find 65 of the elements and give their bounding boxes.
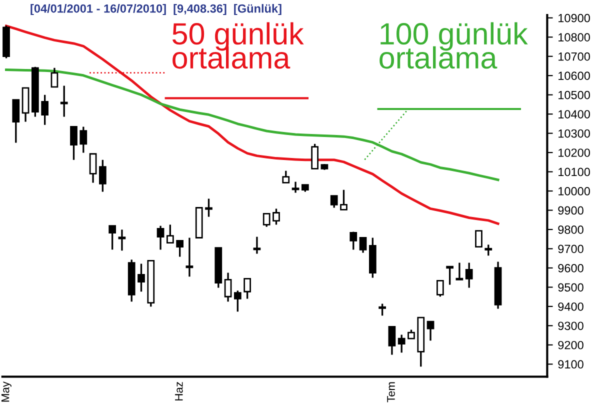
y-tick-label: 10100 [558,168,590,176]
y-tick-label: 10500 [558,90,590,100]
y-tick-label: 10000 [558,187,590,196]
y-tick-label: 10400 [558,110,590,118]
candlestick [436,280,444,298]
y-tick-label: 10900 [558,14,590,22]
candlestick [446,266,454,286]
candlestick [426,320,434,342]
candlestick [41,94,49,126]
candlestick [12,98,20,144]
candlestick [118,228,126,252]
candlestick [359,236,367,254]
candlestick [282,170,290,184]
candlestick [475,230,482,248]
candlestick [186,236,194,278]
candlestick [205,198,212,218]
y-tick-label: 9900 [558,206,584,215]
y-tick-label: 9100 [558,360,584,369]
candlestick [350,230,358,251]
candlestick [398,334,406,354]
y-tick-label: 9300 [558,322,584,330]
candlestick [70,126,78,161]
candlestick [99,159,106,193]
y-tick-label: 10700 [558,52,590,61]
y-tick-label: 9400 [558,302,584,311]
candlestick [156,224,164,251]
candlestick [244,278,252,300]
y-tick-label: 10600 [558,72,590,80]
y-tick-label: 10300 [558,129,590,138]
candlestick [60,84,68,118]
candlestick [292,180,300,194]
candlestick [272,208,280,226]
candlestick [176,240,184,258]
candlestick [388,326,396,356]
candlestick [262,212,270,228]
y-tick-label: 9500 [558,283,584,292]
candlestick [224,272,232,302]
candlestick [311,143,318,170]
y-tick-label: 10800 [558,33,590,42]
x-tick-label: May [1,382,12,402]
y-tick-label: 9700 [558,244,584,254]
candlestick [166,224,174,244]
candlestick [253,236,261,255]
y-tick-label: 9600 [558,264,584,272]
candlestick [50,67,58,88]
candlestick [484,244,492,256]
y-tick-label: 10200 [558,148,590,157]
chart-title: [04/01/2001 - 16/07/2010] [9,408.36] [Günlük] [30,4,282,16]
candlestick [108,224,116,251]
text: 100 günlük ortalama [380,22,528,69]
candlestick [80,126,88,154]
candlestick [234,290,242,312]
line-series [5,68,500,182]
candlestick [340,189,348,211]
candlestick [378,302,386,316]
x-tick-label: Haz [175,382,183,400]
y-tick-label: 9800 [558,226,584,234]
candlestick [89,153,97,184]
y-tick-label: 9200 [558,340,584,350]
candlestick [456,262,464,281]
candlestick [138,262,145,292]
x-tick-label: Tem [387,382,395,402]
series-label: 50 günlük ortalama [172,22,304,69]
candlestick [465,262,473,289]
candlestick [330,194,338,209]
